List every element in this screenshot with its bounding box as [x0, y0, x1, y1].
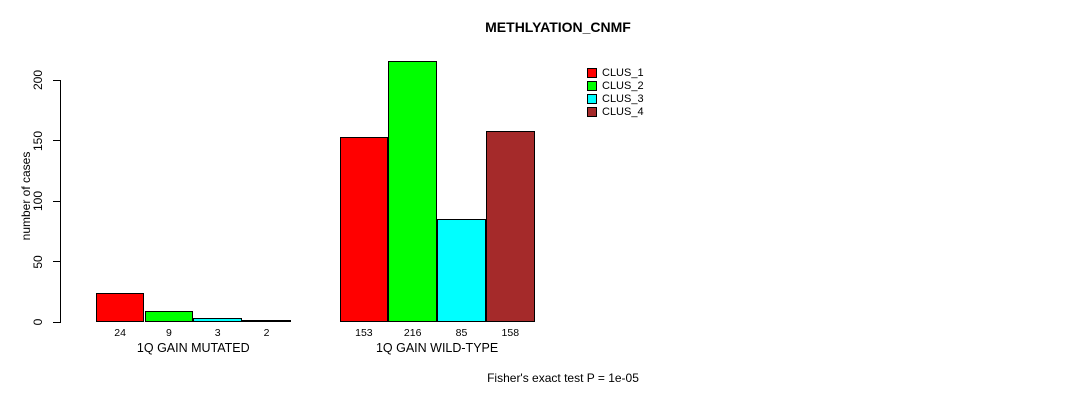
bar-value-label-clus_3-group-1: 3 [214, 327, 221, 339]
y-axis-tick-label-200: 200 [31, 69, 45, 91]
bar-clus_4-group-2 [485, 130, 535, 322]
bar-value-label-clus_1-group-1: 24 [114, 327, 126, 339]
y-axis-line [60, 80, 61, 323]
chart-title: METHLYATION_CNMF [485, 19, 631, 35]
y-axis-tick-label-50: 50 [31, 254, 45, 269]
bar-clus_2-group-2 [388, 60, 438, 322]
legend-label-clus-1: CLUS_1 [602, 66, 644, 79]
bar-value-label-clus_3-group-2: 85 [455, 327, 468, 339]
legend-swatch-clus-4-icon [587, 106, 597, 117]
legend-label-clus-4: CLUS_4 [602, 105, 644, 118]
legend-item-clus-3: CLUS_3 [587, 92, 644, 105]
legend-label-clus-3: CLUS_3 [602, 92, 644, 105]
bar-clus_4-group-1 [242, 319, 291, 322]
legend-item-clus-1: CLUS_1 [587, 66, 644, 79]
x-group-label-2: 1Q GAIN WILD-TYPE [375, 341, 499, 355]
legend-label-clus-2: CLUS_2 [602, 79, 644, 92]
legend-swatch-clus-2-icon [587, 80, 597, 91]
bar-clus_1-group-2 [339, 136, 389, 322]
y-axis-tick-100 [53, 200, 60, 202]
bar-value-label-clus_1-group-2: 153 [355, 327, 373, 339]
bar-clus_3-group-1 [193, 318, 243, 322]
y-axis-tick-label-150: 150 [31, 130, 45, 151]
y-axis-tick-150 [53, 140, 60, 141]
y-axis-tick-0 [53, 321, 60, 323]
y-axis-tick-200 [53, 79, 60, 81]
fisher-test-annotation: Fisher's exact test P = 1e-05 [487, 371, 639, 385]
bar-value-label-clus_2-group-2: 216 [403, 327, 422, 339]
bar-clus_1-group-1 [95, 292, 145, 322]
bar-clus_2-group-1 [144, 311, 194, 322]
y-axis-tick-label-0: 0 [31, 318, 45, 326]
bar-value-label-clus_4-group-1: 2 [263, 327, 270, 339]
legend-item-clus-4: CLUS_4 [587, 105, 644, 118]
bar-clus_3-group-2 [437, 219, 486, 322]
bar-value-label-clus_2-group-1: 9 [165, 327, 172, 339]
y-axis-tick-50 [53, 261, 60, 262]
legend-item-clus-2: CLUS_2 [587, 79, 644, 92]
legend: CLUS_1 CLUS_2 CLUS_3 CLUS_4 [587, 66, 644, 118]
legend-swatch-clus-3-icon [587, 93, 597, 104]
x-group-label-1: 1Q GAIN MUTATED [136, 341, 250, 355]
bar-value-label-clus_4-group-2: 158 [501, 327, 520, 339]
legend-swatch-clus-1-icon [587, 67, 597, 78]
y-axis-tick-label-100: 100 [31, 190, 45, 212]
